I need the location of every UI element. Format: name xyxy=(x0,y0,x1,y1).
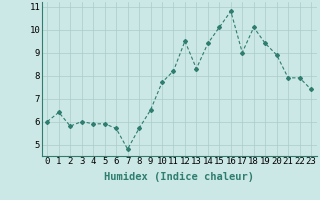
X-axis label: Humidex (Indice chaleur): Humidex (Indice chaleur) xyxy=(104,172,254,182)
